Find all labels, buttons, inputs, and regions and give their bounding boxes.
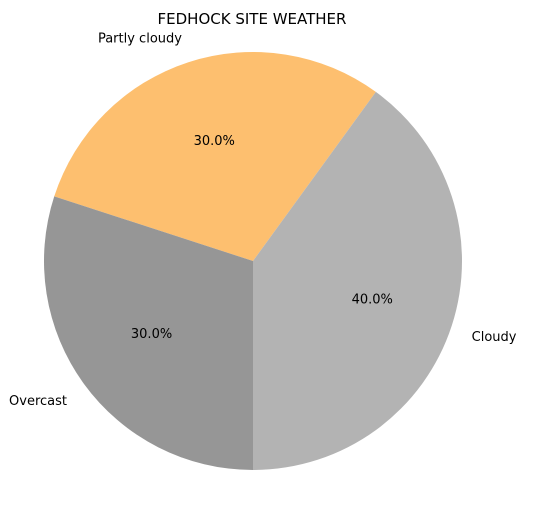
pie-percent-label-overcast: 30.0% [131,327,172,342]
chart-title: FEDHOCK SITE WEATHER [158,10,347,28]
pie-labels: 30.0% Partly cloudy 30.0% Overcast 40.0% Clou… [9,31,517,409]
pie-slice-partly-cloudy [54,52,376,261]
pie-slice-overcast [43,196,253,470]
pie-slices [43,52,462,470]
pie-category-label-partly-cloudy: Partly cloudy [98,31,182,46]
pie-slice-cloudy [253,91,462,470]
pie-category-label-overcast: Overcast [9,394,67,409]
pie-percent-label-partly-cloudy: 30.0% [194,134,235,149]
pie-category-label-cloudy: Cloudy [472,330,517,345]
pie-percent-label-cloudy: 40.0% [352,292,393,307]
